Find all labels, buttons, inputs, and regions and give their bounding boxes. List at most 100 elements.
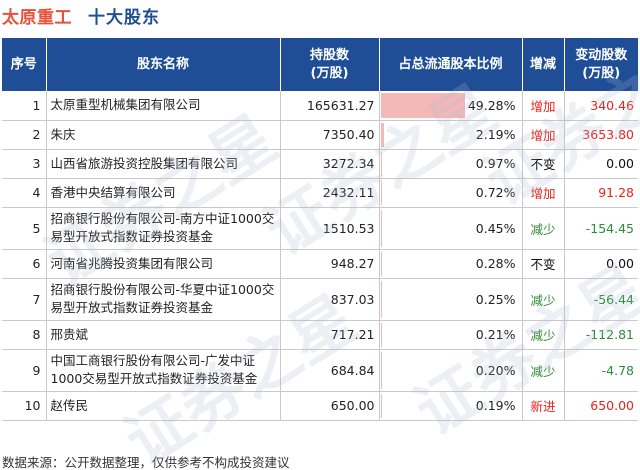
change-amount: -112.81 xyxy=(564,320,638,350)
row-index: 4 xyxy=(2,178,47,208)
change-amount: 3653.80 xyxy=(564,120,638,150)
table-row: 4 香港中央结算有限公司 2432.11 0.72% 增加 91.28 xyxy=(2,178,638,208)
page-header: 太原重工 十大股东 xyxy=(2,4,160,28)
ratio-bar xyxy=(380,322,382,347)
ratio-bar xyxy=(380,280,382,318)
change-direction: 减少 xyxy=(522,349,565,392)
shareholder-name: 中国工商银行股份有限公司-广发中证1000交易型开放式指数证券投资基金 xyxy=(46,349,281,392)
table-row: 8 邢贵斌 717.21 0.21% 减少 -112.81 xyxy=(2,320,638,350)
table-row: 2 朱庆 7350.40 2.19% 增加 3653.80 xyxy=(2,120,638,150)
row-index: 3 xyxy=(2,149,47,179)
change-amount: 91.28 xyxy=(564,178,638,208)
row-index: 6 xyxy=(2,249,47,279)
row-index: 1 xyxy=(2,91,47,121)
ratio-value: 0.20% xyxy=(475,362,516,378)
ratio-value: 0.19% xyxy=(475,398,516,413)
change-direction: 减少 xyxy=(522,320,565,350)
table-row: 1 太原重型机械集团有限公司 165631.27 49.28% 增加 340.46 xyxy=(2,91,638,121)
row-index: 9 xyxy=(2,349,47,392)
col-header-shares: 持股数 (万股) xyxy=(280,38,380,91)
shares-held: 650.00 xyxy=(280,391,380,421)
shares-held: 717.21 xyxy=(280,320,380,350)
change-amount: -4.78 xyxy=(564,349,638,392)
shareholder-name: 河南省兆腾投资集团有限公司 xyxy=(46,249,281,279)
table-row: 3 山西省旅游投资控股集团有限公司 3272.34 0.97% 不变 0.00 xyxy=(2,149,638,179)
shareholder-table: 序号 股东名称 持股数 (万股) 占总流通股本比例 增减 变动股数 (万股) 1… xyxy=(2,38,638,421)
ratio-bar xyxy=(380,351,382,389)
ratio-cell: 2.19% xyxy=(379,120,523,150)
ratio-cell: 0.25% xyxy=(379,278,523,321)
ratio-bar xyxy=(380,151,383,176)
ratio-cell: 0.72% xyxy=(379,178,523,208)
shares-held: 1510.53 xyxy=(280,207,380,250)
ratio-cell: 49.28% xyxy=(379,91,523,121)
shareholder-name: 香港中央结算有限公司 xyxy=(46,178,281,208)
ratio-value: 0.45% xyxy=(475,220,516,236)
ratio-cell: 0.21% xyxy=(379,320,523,350)
ratio-bar xyxy=(380,122,385,147)
change-direction: 不变 xyxy=(522,249,565,279)
ratio-value: 0.21% xyxy=(475,327,516,342)
page-subtitle: 十大股东 xyxy=(88,7,160,28)
shareholder-name: 朱庆 xyxy=(46,120,281,150)
col-header-ratio: 占总流通股本比例 xyxy=(379,38,523,91)
ratio-value: 0.28% xyxy=(475,256,516,271)
change-amount: 0.00 xyxy=(564,249,638,279)
ratio-value: 0.25% xyxy=(475,291,516,307)
shareholder-name: 太原重型机械集团有限公司 xyxy=(46,91,281,121)
shareholder-name: 邢贵斌 xyxy=(46,320,281,350)
row-index: 10 xyxy=(2,391,47,421)
data-source-note: 数据来源：公开数据整理，仅供参考不构成投资建议 xyxy=(2,455,290,470)
ratio-cell: 0.28% xyxy=(379,249,523,279)
row-index: 2 xyxy=(2,120,47,150)
shareholder-name: 山西省旅游投资控股集团有限公司 xyxy=(46,149,281,179)
ratio-cell: 0.45% xyxy=(379,207,523,250)
table-row: 7 招商银行股份有限公司-华夏中证1000交易型开放式指数证券投资基金 837.03… xyxy=(2,278,638,321)
change-direction: 减少 xyxy=(522,278,565,321)
ratio-cell: 0.19% xyxy=(379,391,523,421)
table-header-row: 序号 股东名称 持股数 (万股) 占总流通股本比例 增减 变动股数 (万股) xyxy=(2,38,638,91)
change-direction: 不变 xyxy=(522,149,565,179)
company-name: 太原重工 xyxy=(2,7,72,28)
ratio-cell: 0.97% xyxy=(379,149,523,179)
shares-held: 2432.11 xyxy=(280,178,380,208)
change-amount: 0.00 xyxy=(564,149,638,179)
col-header-index: 序号 xyxy=(2,38,47,91)
ratio-bar xyxy=(380,209,382,247)
change-direction: 减少 xyxy=(522,207,565,250)
shares-held: 948.27 xyxy=(280,249,380,279)
change-direction: 增加 xyxy=(522,120,565,150)
shares-held: 7350.40 xyxy=(280,120,380,150)
row-index: 8 xyxy=(2,320,47,350)
shares-held: 3272.34 xyxy=(280,149,380,179)
change-amount: 340.46 xyxy=(564,91,638,121)
ratio-cell: 0.20% xyxy=(379,349,523,392)
shareholder-name: 赵传民 xyxy=(46,391,281,421)
shares-held: 684.84 xyxy=(280,349,380,392)
row-index: 5 xyxy=(2,207,47,250)
change-amount: -56.44 xyxy=(564,278,638,321)
ratio-bar xyxy=(380,180,382,205)
table-row: 10 赵传民 650.00 0.19% 新进 650.00 xyxy=(2,391,638,421)
shares-held: 165631.27 xyxy=(280,91,380,121)
row-index: 7 xyxy=(2,278,47,321)
ratio-value: 2.19% xyxy=(475,127,516,142)
shareholder-name: 招商银行股份有限公司-南方中证1000交易型开放式指数证券投资基金 xyxy=(46,207,281,250)
change-amount: 650.00 xyxy=(564,391,638,421)
col-header-change: 增减 xyxy=(522,38,565,91)
col-header-name: 股东名称 xyxy=(46,38,281,91)
table-row: 5 招商银行股份有限公司-南方中证1000交易型开放式指数证券投资基金 1510.5… xyxy=(2,207,638,250)
shareholder-name: 招商银行股份有限公司-华夏中证1000交易型开放式指数证券投资基金 xyxy=(46,278,281,321)
change-direction: 增加 xyxy=(522,178,565,208)
change-direction: 新进 xyxy=(522,391,565,421)
col-header-delta: 变动股数 (万股) xyxy=(564,38,638,91)
ratio-bar xyxy=(380,393,382,418)
ratio-value: 0.97% xyxy=(475,156,516,171)
ratio-value: 0.72% xyxy=(475,185,516,200)
ratio-bar xyxy=(380,93,465,118)
change-direction: 增加 xyxy=(522,91,565,121)
table-row: 6 河南省兆腾投资集团有限公司 948.27 0.28% 不变 0.00 xyxy=(2,249,638,279)
ratio-value: 49.28% xyxy=(467,97,516,113)
ratio-bar xyxy=(380,251,382,276)
change-amount: -154.45 xyxy=(564,207,638,250)
